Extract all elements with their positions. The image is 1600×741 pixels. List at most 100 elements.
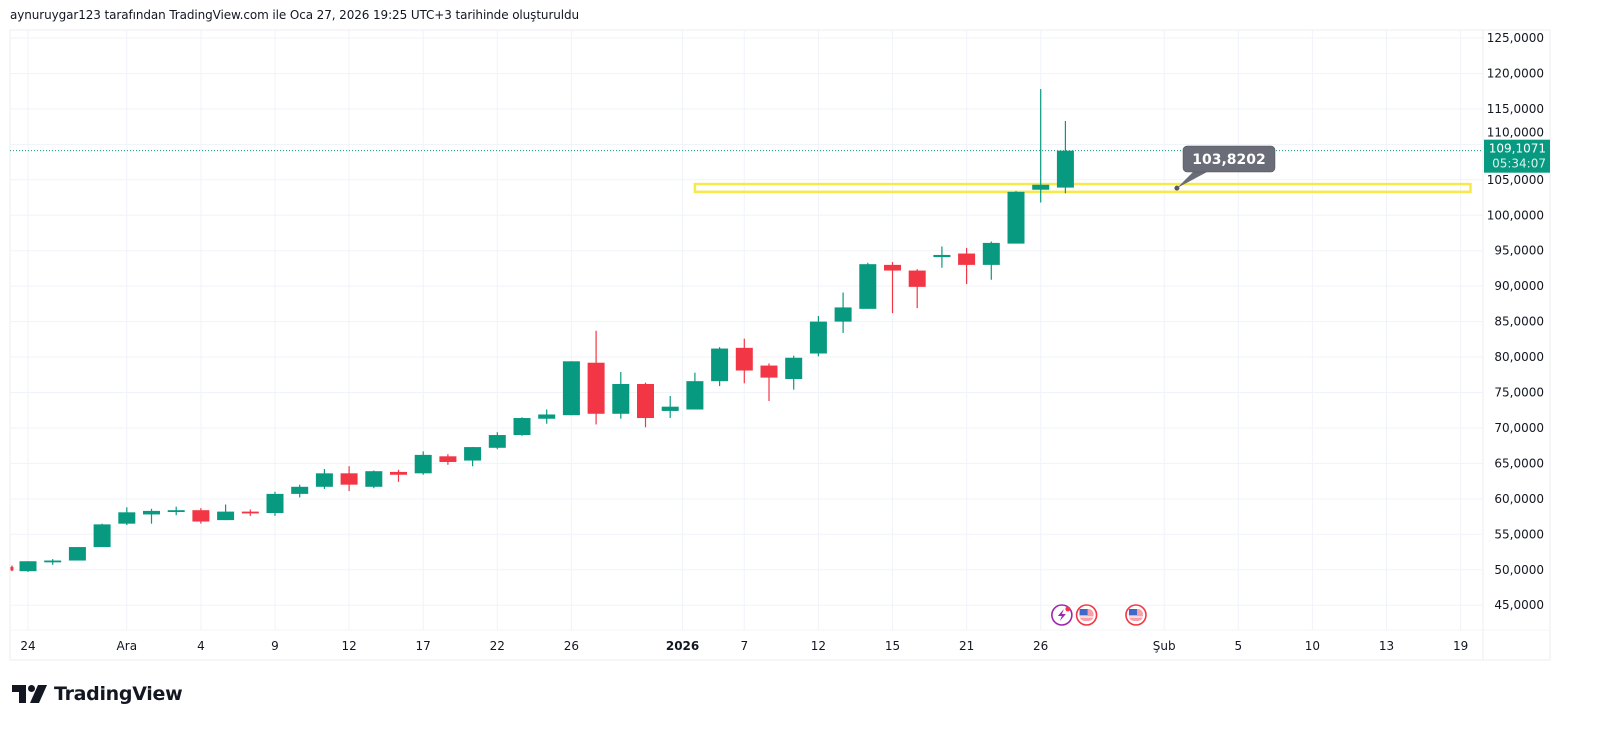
candle xyxy=(982,241,1000,280)
callout-pointer xyxy=(1176,172,1207,189)
price-tick-label: 120,0000 xyxy=(1487,66,1544,80)
price-tick-label: 110,0000 xyxy=(1487,126,1544,140)
time-tick-label: Şub xyxy=(1153,639,1176,653)
candle xyxy=(241,509,259,516)
time-tick-label: 15 xyxy=(885,639,900,653)
candle xyxy=(340,466,358,492)
candle xyxy=(513,417,531,436)
price-tick-label: 45,0000 xyxy=(1494,598,1544,612)
candle xyxy=(760,363,778,402)
candle xyxy=(390,469,407,482)
candle-body xyxy=(933,254,951,258)
candle xyxy=(143,508,160,524)
candle-body xyxy=(982,242,1000,265)
countdown-timer: 05:34:07 xyxy=(1492,157,1546,171)
candle xyxy=(192,508,210,524)
candle-body xyxy=(93,524,111,548)
horizontal-band xyxy=(693,182,1472,194)
price-tick-label: 65,0000 xyxy=(1494,456,1544,470)
price-tick-label: 85,0000 xyxy=(1494,315,1544,329)
candle-body xyxy=(834,307,852,322)
tradingview-logo-icon xyxy=(12,685,47,703)
price-tick-label: 70,0000 xyxy=(1494,421,1544,435)
candle-body xyxy=(167,510,185,512)
candle xyxy=(414,451,432,475)
time-tick-label: 10 xyxy=(1305,639,1320,653)
time-tick-label: 9 xyxy=(271,639,279,653)
candle xyxy=(439,454,457,465)
callout-anchor xyxy=(1174,185,1180,191)
candle-body xyxy=(711,348,729,382)
candle xyxy=(587,330,605,425)
candle-body xyxy=(488,435,506,448)
time-tick-label: 19 xyxy=(1453,639,1468,653)
grid xyxy=(9,29,1551,661)
candle-body xyxy=(612,383,630,414)
price-tick-label: 105,0000 xyxy=(1487,173,1544,187)
candle xyxy=(711,347,729,387)
candle-body xyxy=(10,566,14,571)
flag-canton xyxy=(1128,609,1137,615)
candle-body xyxy=(414,454,432,474)
price-tick-label: 50,0000 xyxy=(1494,563,1544,577)
tradingview-logo[interactable]: TradingView xyxy=(12,683,183,705)
time-tick-label: 7 xyxy=(740,639,748,653)
candle-body xyxy=(291,486,309,494)
time-tick-label: Ara xyxy=(117,639,138,653)
price-tick-label: 55,0000 xyxy=(1494,527,1544,541)
candle xyxy=(488,432,506,450)
notification-dot xyxy=(1065,606,1071,612)
candle-body xyxy=(1032,184,1050,190)
time-tick-label: 21 xyxy=(959,639,974,653)
candle xyxy=(686,372,704,410)
time-tick-label: 5 xyxy=(1234,639,1242,653)
last-price-value: 109,1071 xyxy=(1489,142,1546,156)
candle-body xyxy=(785,357,803,380)
time-tick-label: 2026 xyxy=(666,639,699,653)
candle xyxy=(118,507,136,526)
candle-body xyxy=(760,365,778,378)
candle-body xyxy=(859,264,877,309)
time-tick-label: 24 xyxy=(20,639,35,653)
candle xyxy=(562,361,580,416)
candle-body xyxy=(340,473,358,485)
candle-body xyxy=(735,347,753,371)
us-flag-event-icon xyxy=(1075,604,1098,626)
candle xyxy=(661,396,679,419)
lightning-event-icon xyxy=(1051,604,1073,626)
candle-body xyxy=(266,493,284,514)
candle-body xyxy=(686,381,704,410)
candle-body xyxy=(365,471,383,487)
candle-body xyxy=(562,361,580,416)
price-tick-label: 80,0000 xyxy=(1494,350,1544,364)
candle xyxy=(612,371,630,419)
candle-body xyxy=(1007,191,1025,244)
candles xyxy=(10,89,1074,572)
candle xyxy=(68,547,86,561)
candle xyxy=(859,262,877,309)
time-tick-label: 12 xyxy=(811,639,826,653)
candle xyxy=(933,246,951,268)
price-tick-label: 75,0000 xyxy=(1494,386,1544,400)
candle xyxy=(809,315,827,357)
candle xyxy=(1032,89,1050,203)
us-flag-event-icon xyxy=(1125,604,1147,626)
callout-box xyxy=(1182,145,1276,173)
candle xyxy=(1056,120,1074,194)
time-tick-label: 26 xyxy=(564,639,579,653)
candle xyxy=(315,469,333,489)
candle xyxy=(167,506,185,516)
price-callout-layer: 103,8202 xyxy=(1174,145,1276,191)
price-tick-label: 95,0000 xyxy=(1494,244,1544,258)
flag-canton xyxy=(1079,609,1088,615)
candle xyxy=(834,292,852,333)
candle xyxy=(44,559,62,565)
candle-body xyxy=(44,560,62,563)
price-tick-label: 125,0000 xyxy=(1487,31,1544,45)
event-markers xyxy=(1051,604,1147,626)
candle xyxy=(464,447,482,467)
time-tick-label: 4 xyxy=(197,639,205,653)
time-tick-label: 26 xyxy=(1033,639,1048,653)
candle-body xyxy=(661,406,679,411)
